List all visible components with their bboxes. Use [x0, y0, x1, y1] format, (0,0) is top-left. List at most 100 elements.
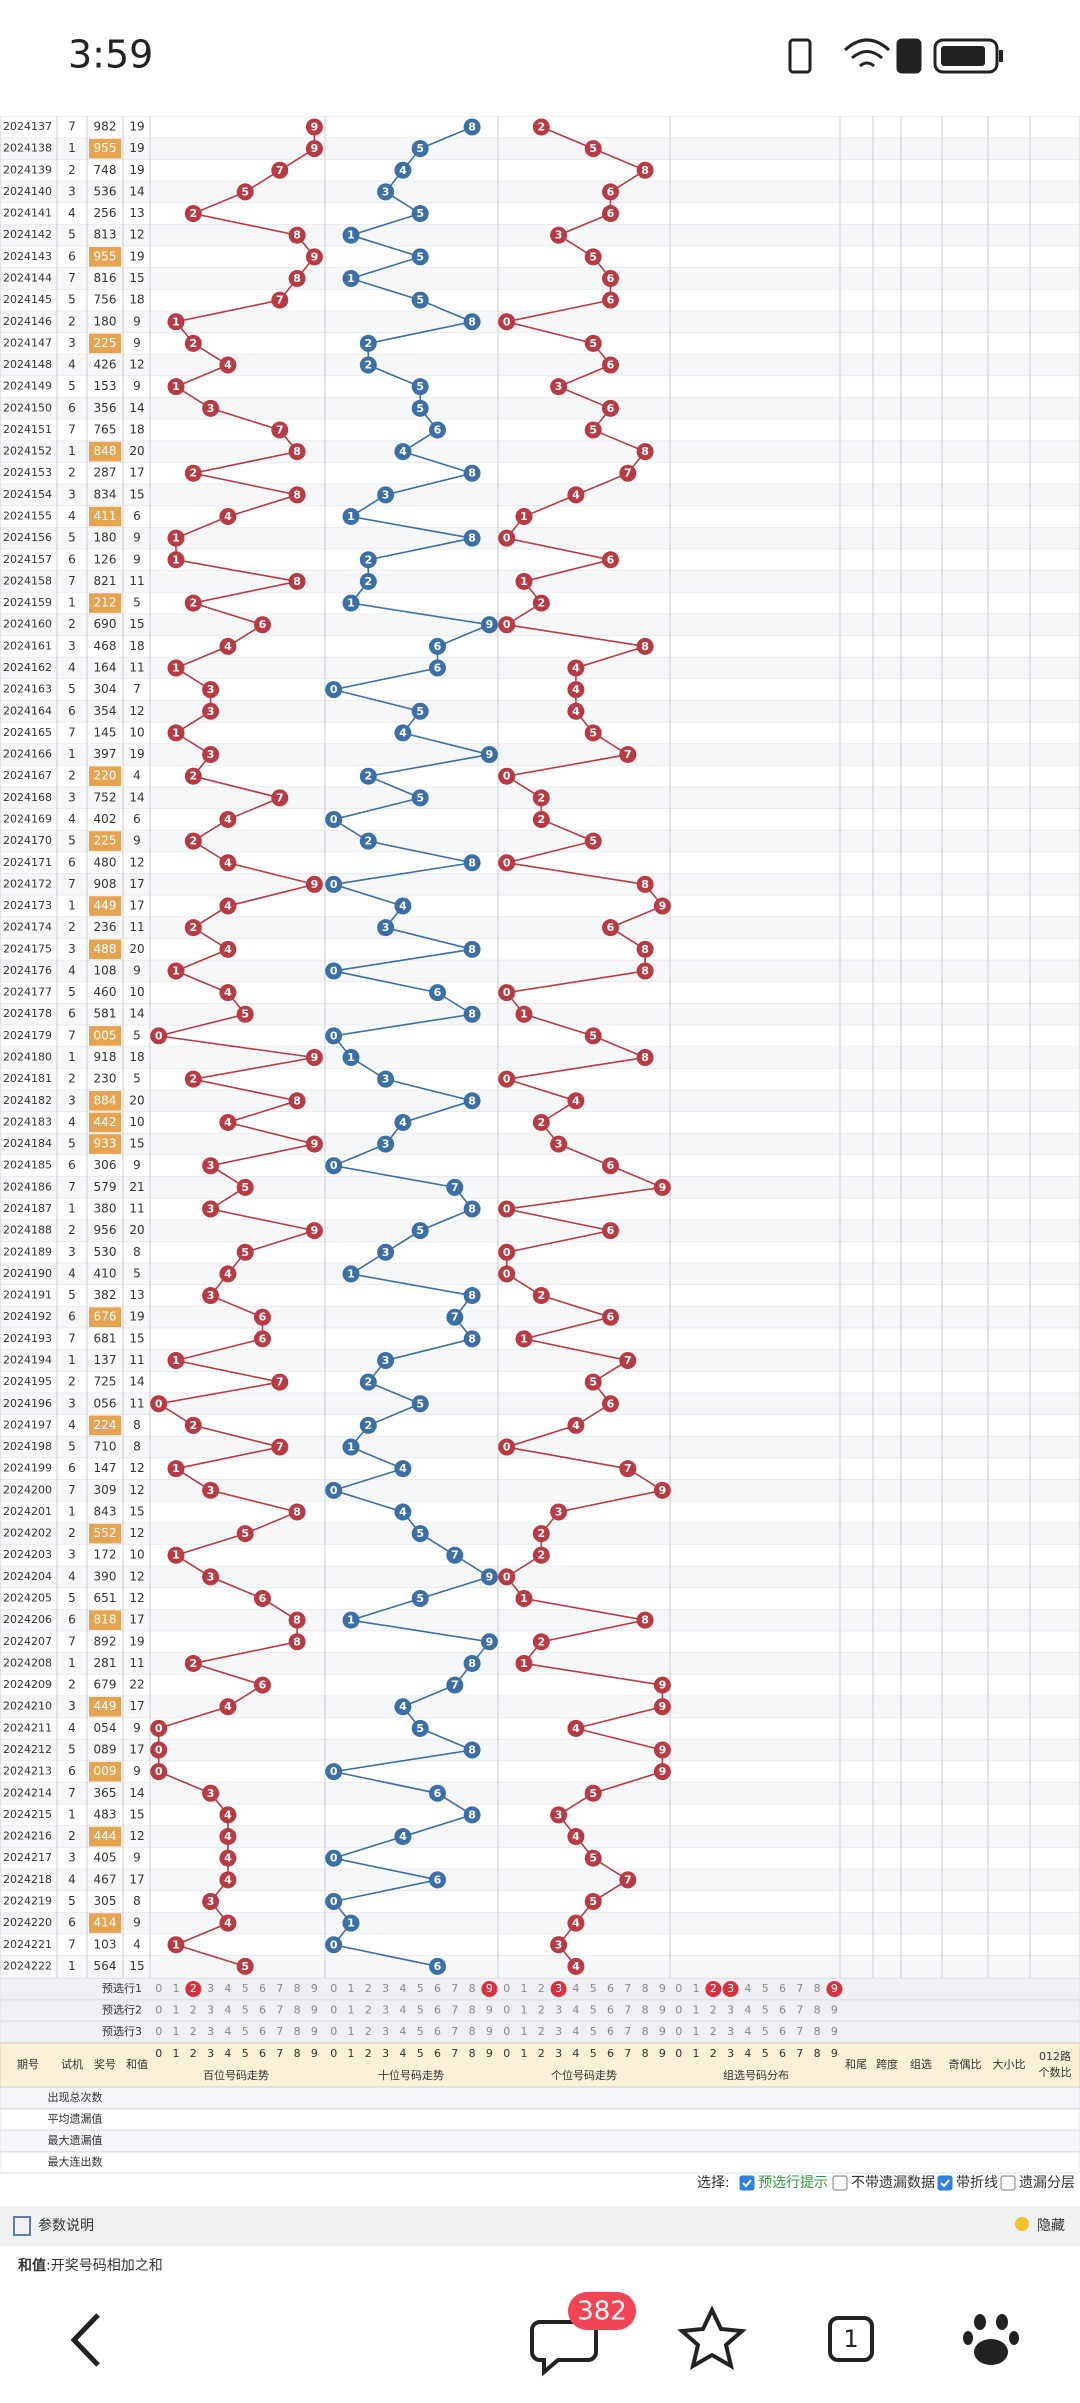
- preselect-digit[interactable]: 0: [503, 2025, 510, 2038]
- preselect-digit[interactable]: 4: [744, 1982, 751, 1995]
- preselect-digit[interactable]: 4: [572, 2025, 579, 2038]
- preselect-digit[interactable]: 0: [155, 2025, 162, 2038]
- favorite-button[interactable]: [677, 2305, 747, 2371]
- preselect-digit[interactable]: 3: [555, 1982, 562, 1995]
- preselect-digit[interactable]: 3: [207, 2004, 214, 2017]
- preselect-digit[interactable]: 7: [796, 2004, 803, 2017]
- preselect-digit[interactable]: 2: [365, 1982, 372, 1995]
- preselect-digit[interactable]: 3: [207, 1982, 214, 1995]
- preselect-digit[interactable]: 6: [259, 2025, 266, 2038]
- preselect-digit[interactable]: 5: [242, 2025, 249, 2038]
- preselect-digit[interactable]: 6: [434, 2004, 441, 2017]
- preselect-digit[interactable]: 7: [276, 2025, 283, 2038]
- preselect-digit[interactable]: 1: [348, 2025, 355, 2038]
- preselect-pick[interactable]: [826, 1981, 843, 1997]
- checkbox[interactable]: [1000, 2175, 1016, 2191]
- preselect-digit[interactable]: 0: [330, 2004, 337, 2017]
- preselect-digit[interactable]: 3: [207, 2025, 214, 2038]
- preselect-digit[interactable]: 2: [365, 2025, 372, 2038]
- preselect-digit[interactable]: 7: [276, 2004, 283, 2017]
- preselect-digit[interactable]: 9: [831, 1982, 838, 1995]
- preselect-digit[interactable]: 6: [434, 1982, 441, 1995]
- preselect-digit[interactable]: 8: [642, 2025, 649, 2038]
- preselect-digit[interactable]: 5: [762, 2004, 769, 2017]
- preselect-digit[interactable]: 5: [590, 1982, 597, 1995]
- tabs-button[interactable]: [828, 2316, 874, 2362]
- preselect-digit[interactable]: 1: [693, 2025, 700, 2038]
- checkbox[interactable]: [832, 2175, 848, 2191]
- preselect-digit[interactable]: 6: [607, 1982, 614, 1995]
- preselect-digit[interactable]: 1: [173, 2004, 180, 2017]
- preselect-digit[interactable]: 9: [311, 2025, 318, 2038]
- preselect-digit[interactable]: 2: [365, 2004, 372, 2017]
- preselect-digit[interactable]: 9: [831, 2004, 838, 2017]
- preselect-digit[interactable]: 0: [503, 2004, 510, 2017]
- preselect-digit[interactable]: 9: [486, 1982, 493, 1995]
- preselect-digit[interactable]: 3: [555, 2025, 562, 2038]
- preselect-digit[interactable]: 2: [710, 2025, 717, 2038]
- preselect-digit[interactable]: 1: [521, 1982, 528, 1995]
- preselect-digit[interactable]: 0: [330, 1982, 337, 1995]
- preselect-digit[interactable]: 0: [675, 2025, 682, 2038]
- preselect-digit[interactable]: 5: [242, 2004, 249, 2017]
- preselect-digit[interactable]: 1: [173, 2025, 180, 2038]
- preselect-digit[interactable]: 7: [624, 1982, 631, 1995]
- preselect-digit[interactable]: 8: [814, 2004, 821, 2017]
- preselect-digit[interactable]: 7: [451, 1982, 458, 1995]
- preselect-digit[interactable]: 8: [469, 2025, 476, 2038]
- preselect-digit[interactable]: 6: [259, 2004, 266, 2017]
- checkbox[interactable]: [937, 2175, 953, 2191]
- preselect-digit[interactable]: 2: [538, 1982, 545, 1995]
- preselect-digit[interactable]: 7: [796, 2025, 803, 2038]
- preselect-pick[interactable]: [705, 1981, 722, 1997]
- preselect-digit[interactable]: 5: [590, 2004, 597, 2017]
- paw-button[interactable]: [963, 2314, 1019, 2365]
- preselect-digit[interactable]: 2: [710, 1982, 717, 1995]
- preselect-digit[interactable]: 2: [190, 2004, 197, 2017]
- preselect-digit[interactable]: 4: [572, 2004, 579, 2017]
- preselect-pick[interactable]: [722, 1981, 739, 1997]
- checkbox-label[interactable]: 遗漏分层: [1019, 2175, 1075, 2191]
- preselect-digit[interactable]: 2: [190, 2025, 197, 2038]
- preselect-digit[interactable]: 6: [779, 2004, 786, 2017]
- preselect-digit[interactable]: 1: [693, 1982, 700, 1995]
- preselect-digit[interactable]: 5: [590, 2025, 597, 2038]
- preselect-digit[interactable]: 1: [521, 2025, 528, 2038]
- preselect-digit[interactable]: 8: [814, 2025, 821, 2038]
- preselect-digit[interactable]: 3: [382, 2004, 389, 2017]
- preselect-digit[interactable]: 0: [675, 2004, 682, 2017]
- preselect-digit[interactable]: 4: [399, 1982, 406, 1995]
- preselect-digit[interactable]: 9: [311, 2004, 318, 2017]
- preselect-digit[interactable]: 9: [311, 1982, 318, 1995]
- preselect-digit[interactable]: 7: [624, 2025, 631, 2038]
- preselect-digit[interactable]: 6: [607, 2025, 614, 2038]
- preselect-digit[interactable]: 5: [417, 2025, 424, 2038]
- preselect-digit[interactable]: 0: [675, 1982, 682, 1995]
- preselect-digit[interactable]: 9: [831, 2025, 838, 2038]
- preselect-digit[interactable]: 5: [417, 1982, 424, 1995]
- preselect-digit[interactable]: 7: [451, 2025, 458, 2038]
- preselect-digit[interactable]: 1: [348, 2004, 355, 2017]
- preselect-pick[interactable]: [481, 1981, 498, 1997]
- hide-icon[interactable]: [1015, 2217, 1029, 2231]
- preselect-digit[interactable]: 0: [155, 2004, 162, 2017]
- preselect-digit[interactable]: 7: [451, 2004, 458, 2017]
- preselect-digit[interactable]: 2: [538, 2025, 545, 2038]
- preselect-digit[interactable]: 1: [173, 1982, 180, 1995]
- preselect-digit[interactable]: 3: [727, 1982, 734, 1995]
- preselect-digit[interactable]: 6: [779, 1982, 786, 1995]
- preselect-digit[interactable]: 4: [224, 1982, 231, 1995]
- preselect-digit[interactable]: 0: [503, 1982, 510, 1995]
- preselect-digit[interactable]: 4: [399, 2004, 406, 2017]
- preselect-digit[interactable]: 6: [434, 2025, 441, 2038]
- preselect-digit[interactable]: 3: [727, 2004, 734, 2017]
- preselect-digit[interactable]: 8: [642, 2004, 649, 2017]
- preselect-digit[interactable]: 9: [659, 1982, 666, 1995]
- preselect-digit[interactable]: 6: [607, 2004, 614, 2017]
- preselect-digit[interactable]: 7: [276, 1982, 283, 1995]
- checkbox[interactable]: [739, 2175, 755, 2191]
- preselect-digit[interactable]: 4: [572, 1982, 579, 1995]
- preselect-digit[interactable]: 4: [224, 2004, 231, 2017]
- preselect-digit[interactable]: 4: [224, 2025, 231, 2038]
- preselect-digit[interactable]: 3: [555, 2004, 562, 2017]
